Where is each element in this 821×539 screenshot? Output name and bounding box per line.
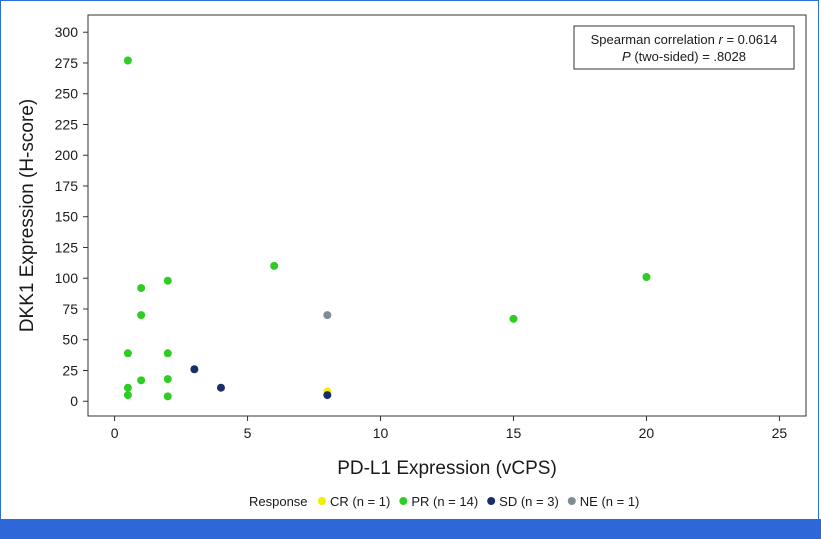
legend: Response CR (n = 1) PR (n = 14) SD (n = 3)… xyxy=(249,494,639,509)
annotation-line-2: P (two-sided) = .8028 xyxy=(622,49,746,64)
annotation-line-1: Spearman correlation r = 0.0614 xyxy=(591,32,778,47)
chart-frame xyxy=(0,0,819,519)
legend-marker-pr xyxy=(399,497,408,505)
y-tick-label: 250 xyxy=(55,86,79,102)
point-pr xyxy=(163,375,172,384)
y-tick-label: 300 xyxy=(55,24,79,40)
x-tick-label: 0 xyxy=(111,425,119,441)
y-tick-label: 225 xyxy=(55,116,79,132)
y-tick-label: 200 xyxy=(55,147,79,163)
x-tick-label: 25 xyxy=(772,425,788,441)
plot-area xyxy=(87,14,807,417)
point-pr xyxy=(642,273,651,282)
point-pr xyxy=(137,284,146,293)
x-axis-ticks: 0 5 10 15 20 25 xyxy=(111,416,788,441)
x-tick-label: 10 xyxy=(373,425,389,441)
legend-title: Response xyxy=(249,494,308,509)
legend-label-pr: PR (n = 14) xyxy=(411,494,478,509)
y-tick-label: 50 xyxy=(62,332,78,348)
point-pr xyxy=(163,349,172,358)
point-pr xyxy=(137,311,146,320)
y-tick-label: 125 xyxy=(55,239,79,255)
point-sd xyxy=(190,365,199,374)
legend-label-ne: NE (n = 1) xyxy=(580,494,640,509)
x-tick-label: 20 xyxy=(639,425,655,441)
legend-label-cr: CR (n = 1) xyxy=(330,494,390,509)
point-pr xyxy=(163,276,172,285)
point-ne xyxy=(323,311,332,320)
y-tick-label: 25 xyxy=(62,362,78,378)
point-pr xyxy=(123,56,132,65)
y-tick-label: 150 xyxy=(55,209,79,225)
point-pr xyxy=(163,392,172,401)
x-tick-label: 15 xyxy=(506,425,522,441)
correlation-annotation: Spearman correlation r = 0.0614 P (two-s… xyxy=(573,25,795,70)
point-pr xyxy=(123,349,132,358)
point-pr xyxy=(123,383,132,392)
x-axis-label: PD-L1 Expression (vCPS) xyxy=(337,458,557,479)
legend-marker-cr xyxy=(318,497,326,505)
x-tick-label: 5 xyxy=(244,425,252,441)
point-sd xyxy=(323,391,332,400)
point-pr xyxy=(137,376,146,385)
y-tick-label: 75 xyxy=(62,301,78,317)
y-tick-label: 275 xyxy=(55,55,79,71)
y-tick-label: 100 xyxy=(55,270,79,286)
footer-bar xyxy=(0,519,821,539)
annotation-box xyxy=(573,25,795,70)
data-points xyxy=(123,56,651,401)
y-tick-label: 175 xyxy=(55,178,79,194)
y-tick-label: 0 xyxy=(70,393,78,409)
point-pr xyxy=(123,391,132,400)
legend-label-sd: SD (n = 3) xyxy=(499,494,559,509)
y-axis-ticks: 0 25 50 75 100 125 150 175 200 225 250 275 300 xyxy=(55,24,88,409)
point-pr xyxy=(509,314,518,323)
point-pr xyxy=(270,261,279,270)
point-sd xyxy=(216,383,225,392)
y-axis-label: DKK1 Expression (H-score) xyxy=(17,99,38,332)
scatter-chart: 0 5 10 15 20 25 0 25 50 75 100 125 150 175 200 225 250 2… xyxy=(17,14,807,509)
legend-marker-ne xyxy=(567,497,576,505)
legend-marker-sd xyxy=(487,497,496,505)
